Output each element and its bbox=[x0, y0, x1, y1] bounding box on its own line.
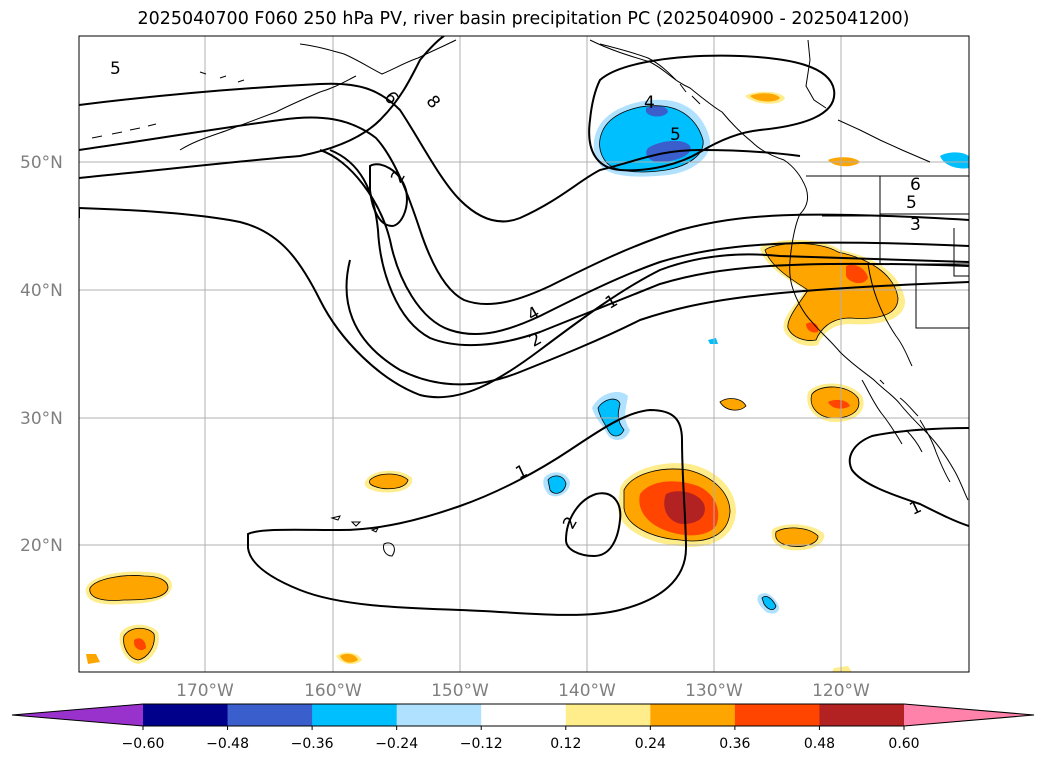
colorbar-box bbox=[819, 704, 905, 726]
lon-label: 170°W bbox=[176, 681, 234, 701]
map-title: 2025040700 F060 250 hPa PV, river basin … bbox=[137, 9, 910, 29]
contour-label: 6 bbox=[910, 175, 921, 195]
lon-label: 150°W bbox=[431, 681, 489, 701]
colorbar-tick-label: 0.60 bbox=[888, 736, 919, 752]
colorbar-box bbox=[312, 704, 398, 726]
colorbar-box bbox=[650, 704, 736, 726]
contour-label: 5 bbox=[110, 59, 121, 79]
shading-outlines bbox=[89, 105, 899, 661]
colorbar-tick-label: 0.36 bbox=[719, 736, 750, 752]
colorbar-box bbox=[734, 704, 820, 726]
lon-label: 140°W bbox=[558, 681, 616, 701]
lon-label: 130°W bbox=[685, 681, 743, 701]
contour-label: 5 bbox=[906, 193, 917, 213]
longitude-labels: 170°W 160°W 150°W 140°W 130°W 120°W bbox=[176, 681, 870, 701]
colorbar-tick-label: −0.36 bbox=[291, 736, 334, 752]
colorbar-tick-label: 0.48 bbox=[804, 736, 835, 752]
lon-label: 120°W bbox=[812, 681, 870, 701]
map-area bbox=[79, 36, 969, 672]
colorbar-extend-high bbox=[904, 704, 1034, 726]
latitude-labels: 50°N 40°N 30°N 20°N bbox=[20, 153, 63, 556]
colorbar-box bbox=[396, 704, 482, 726]
pv-contours bbox=[79, 36, 969, 616]
colorbar-tick-label: −0.24 bbox=[375, 736, 418, 752]
colorbar-ticks: −0.60 −0.48 −0.36 −0.24 −0.12 0.12 0.24 0.36 0.4… bbox=[122, 726, 920, 752]
colorbar-extend-low bbox=[12, 704, 143, 726]
lat-label: 40°N bbox=[20, 281, 63, 301]
colorbar-tick-label: −0.60 bbox=[122, 736, 165, 752]
colorbar-tick-label: −0.48 bbox=[206, 736, 249, 752]
graticule bbox=[79, 36, 969, 672]
colorbar-box bbox=[227, 704, 313, 726]
colorbar-box bbox=[143, 704, 229, 726]
lat-label: 20°N bbox=[20, 536, 63, 556]
map-frame bbox=[78, 35, 970, 673]
contour-label: 3 bbox=[910, 215, 921, 235]
contour-label: 4 bbox=[644, 93, 655, 113]
colorbar-tick-label: −0.12 bbox=[460, 736, 503, 752]
lon-label: 160°W bbox=[304, 681, 362, 701]
colorbar-box bbox=[481, 704, 567, 726]
lat-label: 30°N bbox=[20, 409, 63, 429]
colorbar-tick-label: 0.24 bbox=[635, 736, 666, 752]
colorbar bbox=[11, 703, 1035, 727]
contour-label: 5 bbox=[670, 125, 681, 145]
colorbar-tick-label: 0.12 bbox=[550, 736, 581, 752]
lat-label: 50°N bbox=[20, 153, 63, 173]
colorbar-box bbox=[565, 704, 651, 726]
